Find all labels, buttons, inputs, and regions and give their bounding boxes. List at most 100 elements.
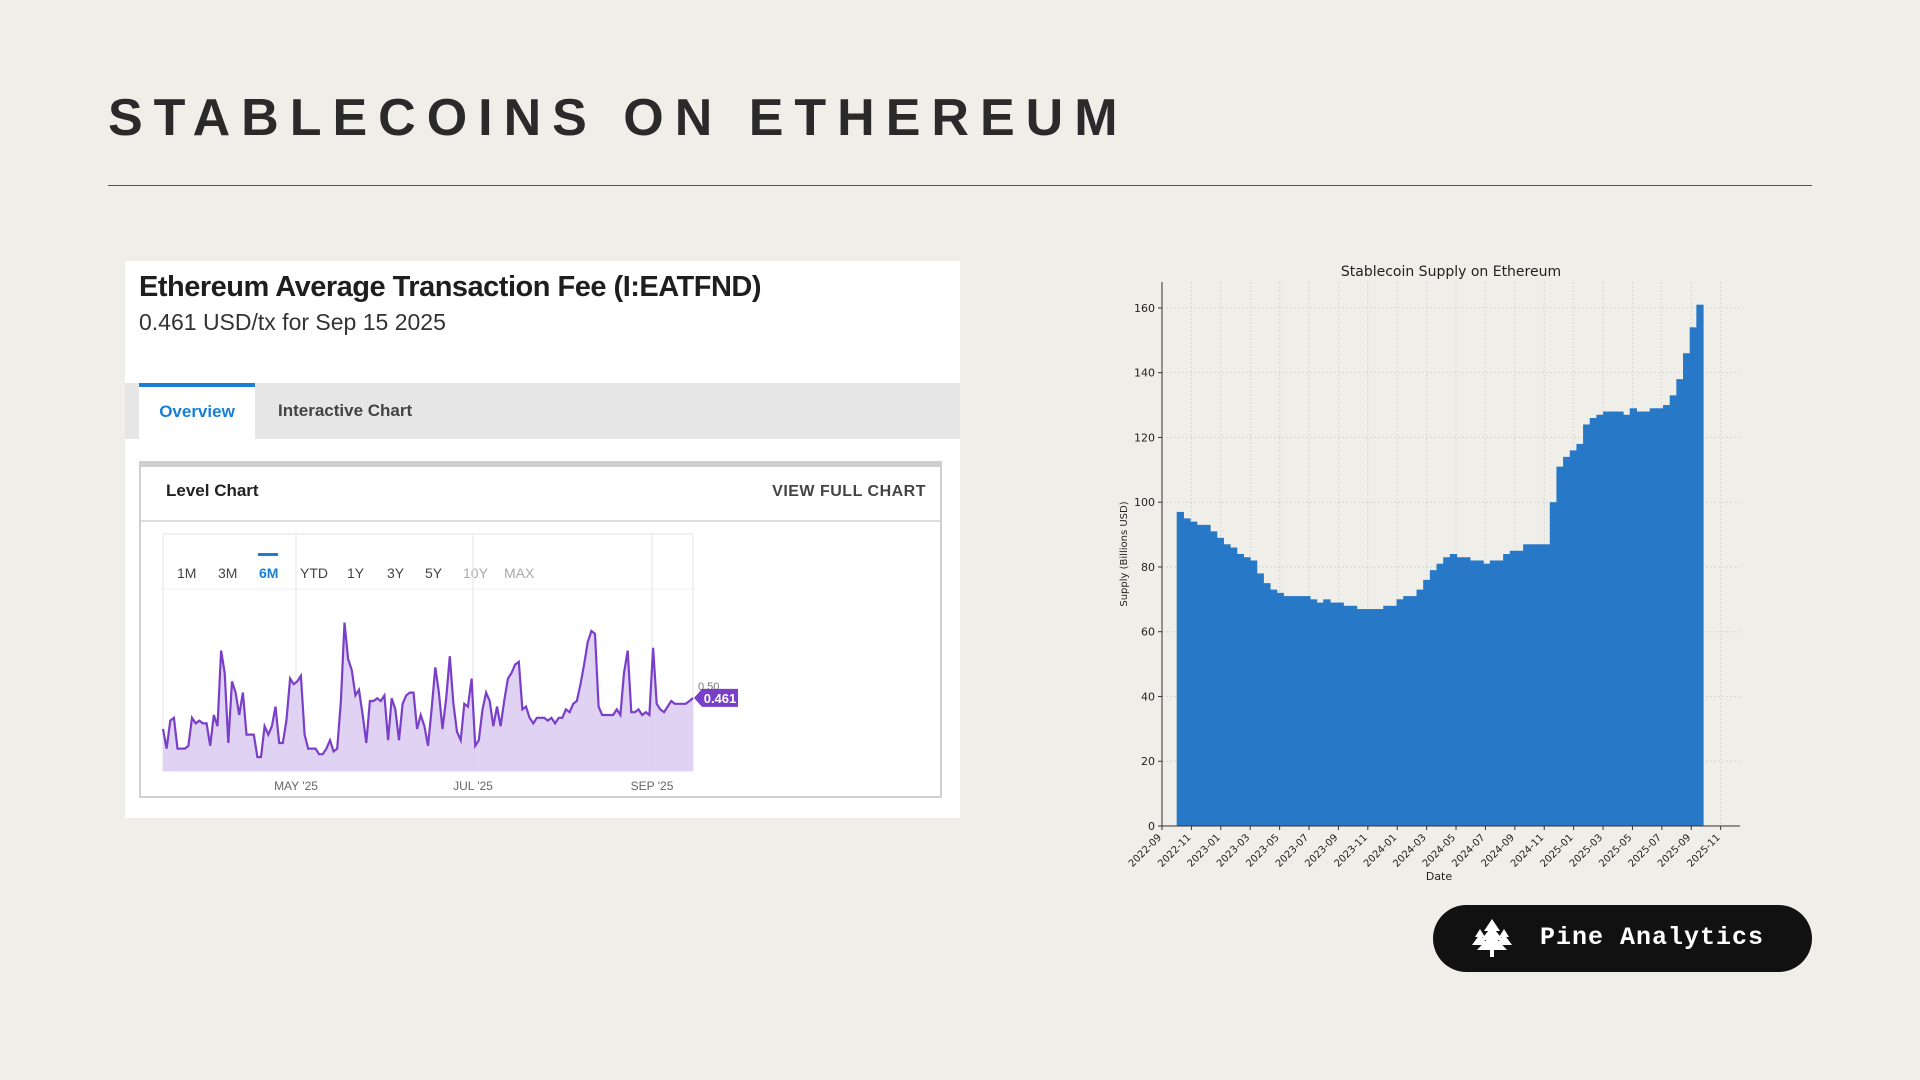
supply-bar — [1323, 599, 1331, 826]
supply-bar — [1543, 544, 1551, 826]
supply-bar — [1229, 547, 1238, 826]
level-chart-label: Level Chart — [166, 481, 259, 500]
supply-y-tick-label: 20 — [1141, 755, 1155, 768]
range-button-3m[interactable]: 3M — [218, 565, 238, 581]
supply-bar — [1309, 599, 1318, 826]
supply-bar — [1190, 521, 1198, 826]
supply-bar — [1243, 557, 1251, 826]
supply-bar — [1369, 609, 1378, 826]
range-button-6m[interactable]: 6M — [259, 565, 279, 581]
level-chart-header: Level Chart VIEW FULL CHART — [141, 467, 940, 522]
supply-bar — [1509, 550, 1518, 826]
supply-bar — [1689, 327, 1697, 826]
brand-name: Pine Analytics — [1540, 923, 1765, 952]
supply-bar — [1423, 579, 1431, 826]
supply-bar — [1536, 544, 1544, 826]
supply-bar — [1603, 411, 1611, 826]
stablecoin-supply-chart: Stablecoin Supply on Ethereum 0 20 40 60 80 10… — [1119, 264, 1740, 883]
pine-tree-icon — [1472, 919, 1512, 957]
supply-bar — [1643, 411, 1651, 826]
supply-bar — [1223, 544, 1231, 826]
supply-bar — [1409, 596, 1418, 826]
range-button-5y[interactable]: 5Y — [425, 565, 443, 581]
supply-bar — [1303, 596, 1311, 826]
supply-bar — [1316, 602, 1324, 826]
fee-panel: Ethereum Average Transaction Fee (I:EATF… — [125, 261, 960, 818]
supply-bar — [1396, 599, 1404, 826]
active-range-indicator — [258, 553, 278, 556]
supply-bar — [1449, 554, 1458, 826]
supply-bar — [1343, 605, 1351, 826]
range-button-ytd[interactable]: YTD — [300, 565, 328, 581]
supply-bar — [1416, 589, 1424, 826]
supply-bar — [1443, 557, 1451, 826]
supply-bar — [1203, 524, 1211, 826]
fee-level-chart: MAY '25 JUL '25 SEP '250.500.461 — [161, 533, 738, 793]
supply-bar — [1529, 544, 1538, 826]
range-button-3y[interactable]: 3Y — [387, 565, 405, 581]
supply-bar — [1429, 570, 1438, 826]
fee-area-fill — [163, 622, 693, 771]
supply-bar — [1296, 596, 1304, 826]
supply-bar — [1676, 379, 1684, 826]
supply-bar — [1696, 304, 1704, 827]
supply-bar — [1616, 411, 1624, 826]
supply-y-tick-label: 140 — [1134, 367, 1155, 380]
supply-bar — [1236, 554, 1244, 826]
view-full-chart-link[interactable]: VIEW FULL CHART — [772, 483, 926, 500]
supply-x-axis-label: Date — [1426, 870, 1453, 883]
supply-bar — [1489, 560, 1498, 826]
fee-x-tick-label: MAY '25 — [274, 779, 318, 793]
supply-bar — [1623, 414, 1631, 826]
supply-bar — [1596, 414, 1604, 826]
supply-bar — [1496, 560, 1504, 826]
supply-bar — [1523, 544, 1531, 826]
last-value-badge: 0.461 — [694, 688, 738, 707]
tab-interactive-chart[interactable]: Interactive Chart — [278, 401, 413, 420]
fee-x-tick-label: JUL '25 — [453, 779, 493, 793]
range-button-1m[interactable]: 1M — [177, 565, 197, 581]
supply-bar — [1503, 554, 1511, 826]
supply-bar — [1389, 605, 1398, 826]
supply-bar — [1276, 592, 1284, 826]
supply-bar — [1669, 395, 1677, 826]
supply-bar — [1583, 424, 1591, 826]
tab-bar: Overview Interactive Chart — [125, 383, 960, 439]
supply-bar — [1336, 602, 1344, 826]
supply-bar — [1376, 609, 1384, 826]
supply-bar — [1456, 557, 1464, 826]
tab-overview[interactable]: Overview — [139, 383, 255, 439]
range-button-max: MAX — [504, 565, 535, 581]
supply-bar — [1569, 450, 1578, 826]
supply-bar — [1483, 563, 1491, 826]
supply-bar — [1283, 596, 1291, 826]
supply-bar — [1363, 609, 1371, 826]
supply-bar — [1383, 605, 1391, 826]
supply-bar — [1263, 583, 1271, 826]
supply-bar — [1649, 408, 1657, 826]
supply-y-tick-label: 160 — [1134, 302, 1155, 315]
supply-bar — [1216, 537, 1224, 826]
fee-series-line — [161, 622, 694, 759]
range-button-1y[interactable]: 1Y — [347, 565, 365, 581]
supply-bar — [1269, 589, 1278, 826]
supply-bar — [1436, 563, 1444, 826]
supply-bar — [1629, 408, 1637, 826]
last-value-label: 0.461 — [704, 691, 737, 706]
supply-bar — [1609, 411, 1618, 826]
supply-bar — [1656, 408, 1664, 826]
fee-chart-subtitle: 0.461 USD/tx for Sep 15 2025 — [139, 309, 446, 335]
supply-bar — [1210, 531, 1218, 826]
supply-bar — [1256, 573, 1264, 826]
supply-bar — [1549, 502, 1558, 826]
supply-y-axis-label: Supply (Billions USD) — [1119, 501, 1130, 606]
supply-bar — [1356, 609, 1364, 826]
supply-bar — [1329, 602, 1338, 826]
supply-bar — [1349, 605, 1358, 826]
supply-bar — [1476, 560, 1484, 826]
supply-bar — [1403, 596, 1411, 826]
supply-y-tick-label: 100 — [1134, 496, 1155, 509]
supply-bar — [1563, 456, 1571, 826]
supply-bar — [1576, 443, 1584, 826]
brand-badge: Pine Analytics — [1433, 905, 1812, 972]
